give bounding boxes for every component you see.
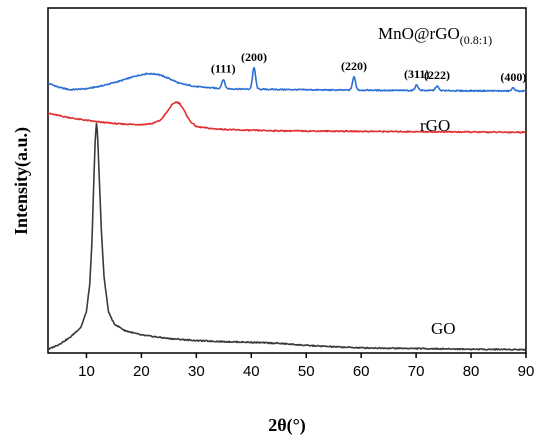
peak-label: (222) bbox=[424, 68, 450, 82]
x-tick-label: 40 bbox=[243, 363, 260, 380]
plot-frame bbox=[47, 7, 527, 354]
x-tick-label: 20 bbox=[133, 363, 150, 380]
peak-label: (220) bbox=[341, 59, 367, 73]
x-tick-label: 50 bbox=[298, 363, 315, 380]
series-label-rgo: rGO bbox=[420, 116, 450, 135]
series-layer bbox=[47, 66, 527, 351]
series-label-mno-rgo: MnO@rGO(0.8:1) bbox=[378, 24, 492, 47]
x-tick-label: 90 bbox=[518, 363, 535, 380]
x-axis-ticks: 10 20 30 40 50 60 70 80 90 bbox=[78, 353, 534, 380]
series-label-go: GO bbox=[431, 319, 456, 338]
series-line-rgo bbox=[47, 101, 527, 134]
peak-labels: (111) (200) (220) (311)(222) (400) bbox=[211, 50, 526, 84]
series-line-go bbox=[47, 122, 527, 351]
peak-label: (311) bbox=[404, 67, 429, 81]
y-axis-title: Intensity(a.u.) bbox=[11, 127, 32, 235]
x-tick-label: 70 bbox=[408, 363, 425, 380]
x-tick-label: 10 bbox=[78, 363, 95, 380]
peak-label: (111) bbox=[211, 62, 236, 76]
series-line-mno-rgo bbox=[47, 66, 527, 93]
peak-label: (400) bbox=[500, 70, 526, 84]
series-label-mno-rgo-sub: (0.8:1) bbox=[460, 33, 492, 47]
x-tick-label: 60 bbox=[353, 363, 370, 380]
x-axis-title: 2θ(°) bbox=[268, 415, 306, 436]
series-label-mno-rgo-main: MnO@rGO bbox=[378, 24, 460, 43]
x-tick-label: 80 bbox=[463, 363, 480, 380]
x-tick-label: 30 bbox=[188, 363, 205, 380]
peak-label: (200) bbox=[241, 50, 267, 64]
